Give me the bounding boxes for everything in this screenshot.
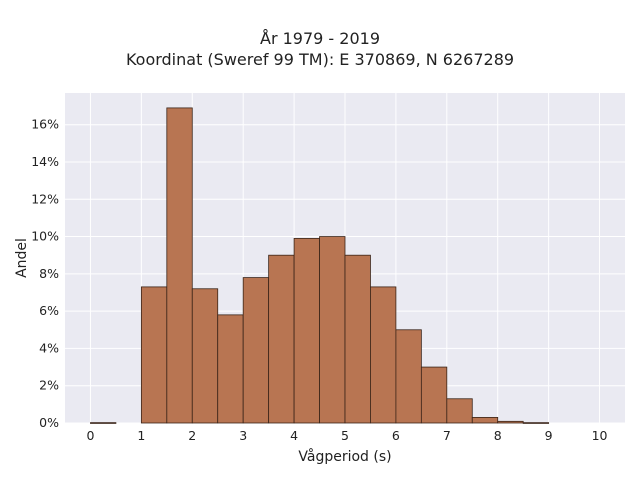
x-tick-label: 1	[137, 428, 145, 443]
bars	[90, 107, 550, 424]
histogram-bar	[140, 286, 168, 424]
histogram-bar	[370, 286, 397, 424]
x-tick-label: 0	[86, 428, 94, 443]
x-tick-label: 8	[494, 428, 502, 443]
y-tick-label: 16%	[31, 117, 59, 132]
y-tick-label: 8%	[39, 266, 59, 281]
histogram-bar	[166, 107, 193, 424]
histogram-bar	[497, 420, 524, 424]
histogram-bar	[420, 366, 448, 424]
y-axis-ticks: 0% 2% 4% 6% 8% 10% 12% 14% 16%	[31, 117, 59, 430]
histogram-bar	[293, 238, 320, 424]
histogram-bar	[446, 398, 473, 424]
x-tick-label: 3	[239, 428, 247, 443]
x-tick-label: 9	[545, 428, 553, 443]
x-tick-label: 7	[443, 428, 451, 443]
x-tick-label: 2	[188, 428, 196, 443]
histogram-bar	[319, 236, 346, 424]
x-tick-label: 5	[341, 428, 349, 443]
chart-subtitle: Koordinat (Sweref 99 TM): E 370869, N 62…	[125, 50, 515, 69]
histogram-bar	[522, 422, 550, 424]
y-tick-label: 12%	[31, 191, 59, 206]
y-tick-label: 10%	[31, 229, 59, 244]
y-tick-label: 14%	[31, 154, 59, 169]
y-tick-label: 0%	[39, 415, 59, 430]
histogram-bar	[268, 254, 295, 424]
y-tick-label: 2%	[39, 378, 59, 393]
x-tick-label: 10	[592, 428, 608, 443]
y-axis-label: Andel	[14, 238, 30, 278]
x-axis-ticks: 0 1 2 3 4 5 6 7 8 9 10	[86, 428, 607, 443]
x-tick-label: 6	[392, 428, 400, 443]
histogram-bar	[191, 288, 219, 424]
chart-title: År 1979 - 2019	[260, 29, 380, 48]
histogram-bar	[242, 277, 270, 424]
x-tick-label: 4	[290, 428, 298, 443]
histogram-bar	[90, 422, 117, 424]
y-tick-label: 4%	[39, 340, 59, 355]
histogram-bar	[344, 254, 371, 424]
y-tick-label: 6%	[39, 303, 59, 318]
histogram-bar	[217, 314, 244, 424]
histogram-bar	[471, 417, 499, 424]
x-axis-label: Vågperiod (s)	[298, 448, 391, 465]
histogram-bar	[395, 329, 422, 424]
